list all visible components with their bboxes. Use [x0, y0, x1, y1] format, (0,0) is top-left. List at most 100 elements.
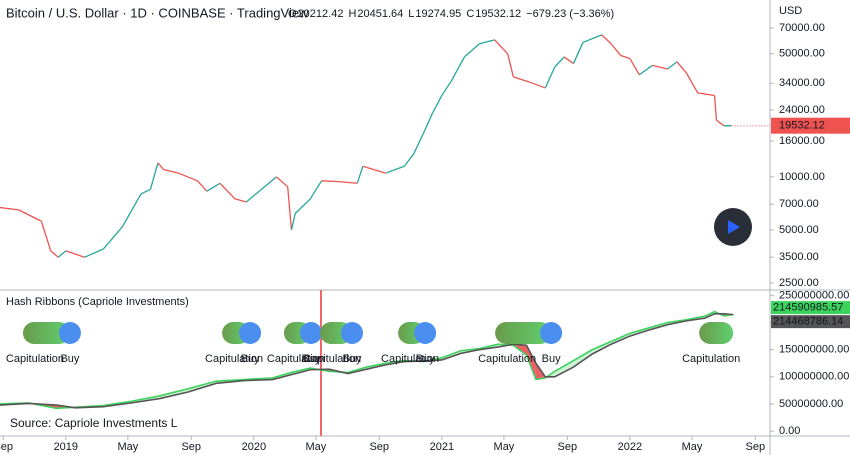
buy-bubble [414, 322, 437, 344]
x-tick-label: Sep [369, 441, 389, 453]
price-segment [441, 80, 452, 96]
price-segment [50, 250, 59, 258]
signal-label: Buy [542, 353, 561, 365]
price-segment [140, 188, 151, 195]
price-segment [413, 133, 424, 155]
y-tick-label: 50000.00 [779, 48, 825, 60]
last-value-label: 214590985.57 [773, 301, 843, 313]
price-segment [494, 39, 509, 55]
last-value-box [771, 301, 850, 315]
price-segment [40, 221, 52, 252]
buy-bubble [540, 322, 563, 344]
price-segment [507, 53, 514, 77]
price-segment [65, 250, 85, 258]
signal-bubble [22, 322, 70, 344]
price-segment [526, 80, 546, 89]
x-tick-label: 2020 [242, 441, 266, 453]
price-segment [362, 165, 386, 174]
signal-label: Buy [302, 353, 321, 365]
buy-bubble [58, 322, 81, 344]
price-segment [563, 56, 574, 65]
ribbon-fill [554, 360, 574, 377]
last-value-label: 214468786.14 [773, 316, 843, 328]
ribbon-fill [573, 349, 593, 368]
price-segment [610, 43, 622, 56]
indicator-title: Hash Ribbons (Capriole Investments) [6, 296, 189, 308]
signal-label: Buy [241, 353, 260, 365]
x-tick-label: Sep [746, 441, 766, 453]
price-segment [464, 43, 480, 58]
y-tick-label: 50000000.00 [779, 398, 843, 410]
signal-label: Capitulation [6, 353, 64, 365]
price-segment [18, 209, 42, 222]
ohlc-value: 20451.64 [357, 8, 403, 20]
price-segment [321, 180, 339, 183]
price-segment [294, 198, 311, 214]
price-segment [338, 180, 358, 184]
y-tick-label: 24000.00 [779, 104, 825, 116]
y-tick-label: 250000000.00 [779, 289, 849, 301]
currency: USD [779, 5, 802, 17]
price-segment [629, 58, 640, 76]
source-note: Source: Capriole Investments L [10, 416, 178, 430]
y-tick-label: 34000.00 [779, 77, 825, 89]
signal-label: Capitulation [478, 353, 536, 365]
price-segment [431, 95, 443, 114]
price-segment [234, 198, 247, 203]
ohlc-value: 19532.12 [475, 8, 521, 20]
x-tick-label: May [494, 441, 515, 453]
price-segment [290, 213, 296, 231]
signal-label: Capitulation [205, 353, 263, 365]
last-value-box [771, 315, 850, 329]
hash-ribbon-line [0, 313, 734, 409]
source-bg [4, 414, 162, 434]
plot-layer: 70000.00 50000.00 34000.00 24000.00 16000.00… [0, 22, 850, 453]
price-segment [652, 64, 668, 70]
y-tick-label: 10000.00 [779, 171, 825, 183]
price-segment [601, 34, 612, 45]
price-segment [685, 72, 699, 94]
price-segment [620, 54, 631, 60]
price-segment [544, 66, 556, 89]
price-segment [57, 250, 67, 258]
y-tick-label: 150000000.00 [779, 344, 849, 356]
signal-label: Capitulation [381, 353, 439, 365]
price-segment [163, 168, 179, 174]
price-segment [554, 56, 565, 68]
price-segment [206, 182, 221, 192]
price-segment [84, 248, 104, 258]
play-icon[interactable] [728, 220, 740, 234]
x-tick-label: 2019 [54, 441, 78, 453]
price-segment [121, 193, 142, 228]
price-segment [572, 42, 584, 64]
ribbon-fill [526, 345, 536, 380]
price-segment [667, 61, 678, 70]
ohlc-value: 20212.42 [298, 8, 344, 20]
play-button[interactable] [714, 208, 752, 246]
signal-label: Buy [343, 353, 362, 365]
price-segment [676, 61, 687, 74]
price-segment [697, 92, 715, 97]
buy-bubble [300, 322, 323, 344]
price-segment [450, 56, 466, 82]
price-segment [178, 172, 198, 182]
price-segment [403, 153, 415, 167]
y-tick-label: 7000.00 [779, 198, 819, 210]
y-tick-label: 70000.00 [779, 22, 825, 34]
x-tick-label: Sep [181, 441, 201, 453]
signal-label: Buy [416, 353, 435, 365]
price-segment [582, 34, 602, 44]
price-segment [0, 206, 19, 211]
last-price-label: 19532.12 [779, 120, 825, 132]
price-segment [713, 95, 718, 121]
price-segment [196, 180, 208, 192]
y-tick-label: 3500.00 [779, 251, 819, 263]
price-segment [287, 186, 293, 230]
x-tick-label: May [306, 441, 327, 453]
signal-label: Capitulation [267, 353, 325, 365]
ohlc-letter: L [408, 8, 414, 20]
price-segment [479, 39, 495, 45]
price-segment [422, 112, 434, 135]
